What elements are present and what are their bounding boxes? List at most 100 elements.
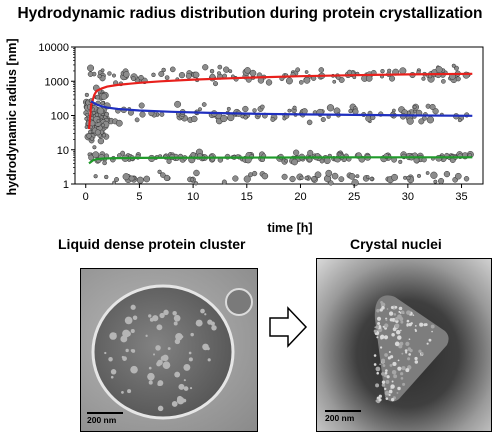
fit-line xyxy=(90,100,473,117)
data-point xyxy=(331,172,339,180)
data-point xyxy=(369,176,374,181)
nucleus-particle xyxy=(395,329,401,335)
droplet-inclusion xyxy=(163,309,169,316)
data-point xyxy=(292,105,297,110)
data-point xyxy=(123,71,130,78)
data-point xyxy=(281,173,288,180)
droplet-inclusion xyxy=(148,380,153,385)
droplet-inclusion xyxy=(167,347,171,351)
x-tick-label: 0 xyxy=(83,191,89,203)
x-tick-label: 10 xyxy=(187,191,199,203)
droplet-inclusion xyxy=(176,396,185,405)
data-point xyxy=(399,67,407,75)
droplet-inclusion xyxy=(173,314,181,322)
x-tick-label: 30 xyxy=(402,191,414,203)
data-point xyxy=(128,175,135,182)
nucleus-particle xyxy=(387,356,391,360)
left-scalebar: 200 nm xyxy=(87,412,123,425)
nucleus-particle xyxy=(391,333,395,337)
nucleus-particle xyxy=(384,387,387,391)
y-tick-label: 10000 xyxy=(38,42,69,54)
x-tick-label: 20 xyxy=(294,191,306,203)
data-point xyxy=(346,69,353,75)
droplet-inclusion xyxy=(110,375,114,379)
droplet-inclusion xyxy=(178,383,185,390)
droplet-inclusion xyxy=(207,358,211,362)
data-point xyxy=(120,150,126,156)
nucleus-particle xyxy=(408,353,411,356)
data-point xyxy=(320,116,326,123)
data-point xyxy=(413,157,420,164)
droplet-inclusion xyxy=(147,372,155,381)
data-point xyxy=(295,67,301,73)
x-tick-label: 25 xyxy=(348,191,360,203)
nucleus-particle xyxy=(381,358,386,363)
data-point xyxy=(193,169,200,177)
nucleus-particle xyxy=(382,325,385,328)
right-scale-label: 200 nm xyxy=(325,413,355,423)
nucleus-particle xyxy=(409,348,413,353)
data-point xyxy=(159,111,165,117)
data-point xyxy=(220,114,228,123)
droplet-inclusion xyxy=(153,353,156,356)
data-point xyxy=(421,76,426,81)
left-panel-title: Liquid dense protein cluster xyxy=(58,236,246,252)
droplet-inclusion xyxy=(211,325,217,331)
nucleus-particle xyxy=(391,369,397,375)
nucleus-particle xyxy=(406,323,409,326)
droplet-inclusion xyxy=(157,359,163,366)
nucleus-particle xyxy=(377,322,381,326)
data-point xyxy=(293,149,300,156)
nucleus-particle xyxy=(402,382,406,386)
data-point xyxy=(157,169,162,174)
droplet-inclusion xyxy=(200,308,205,314)
nucleus-particle xyxy=(396,391,399,394)
droplet-inclusion xyxy=(204,313,207,316)
nucleus-particle xyxy=(426,342,429,345)
data-point xyxy=(151,72,156,78)
droplet-inclusion xyxy=(125,331,131,337)
nucleus-particle xyxy=(388,350,391,354)
data-point xyxy=(398,159,403,164)
droplet-inclusion xyxy=(110,369,117,375)
data-point xyxy=(85,112,90,117)
droplet-inclusion xyxy=(125,348,129,353)
nucleus-particle xyxy=(391,398,395,402)
y-tick-label: 100 xyxy=(51,111,69,123)
droplet-inclusion xyxy=(183,386,189,391)
data-point xyxy=(107,71,112,76)
data-point xyxy=(92,145,97,150)
data-point xyxy=(433,179,438,184)
data-point xyxy=(86,133,92,139)
nucleus-particle xyxy=(414,325,417,327)
nucleus-particle xyxy=(394,323,400,329)
nucleus-particle xyxy=(419,354,422,357)
data-point xyxy=(101,133,107,138)
data-point xyxy=(97,73,102,79)
nucleus-particle xyxy=(397,335,402,340)
x-tick-label: 35 xyxy=(455,191,467,203)
left-scale-label: 200 nm xyxy=(87,415,117,425)
data-point xyxy=(111,73,116,78)
data-point xyxy=(102,160,107,166)
droplet-inclusion xyxy=(132,315,138,320)
data-point xyxy=(441,79,446,84)
data-point xyxy=(158,70,165,77)
droplet-inclusion xyxy=(148,366,152,370)
data-point xyxy=(416,173,422,178)
x-tick-label: 5 xyxy=(136,191,142,203)
droplet-inclusion xyxy=(121,391,124,394)
data-point xyxy=(426,116,434,124)
data-point xyxy=(139,111,146,118)
data-point xyxy=(100,100,105,106)
data-point xyxy=(223,66,230,73)
droplet-inclusion xyxy=(180,335,184,339)
fit-line xyxy=(87,72,473,130)
small-droplet xyxy=(225,288,253,316)
data-point xyxy=(365,175,370,179)
data-point xyxy=(455,76,461,82)
nucleus-particle xyxy=(407,357,411,361)
nucleus-particle xyxy=(397,359,400,362)
droplet-inclusion xyxy=(183,363,191,371)
nucleus-particle xyxy=(430,324,435,329)
